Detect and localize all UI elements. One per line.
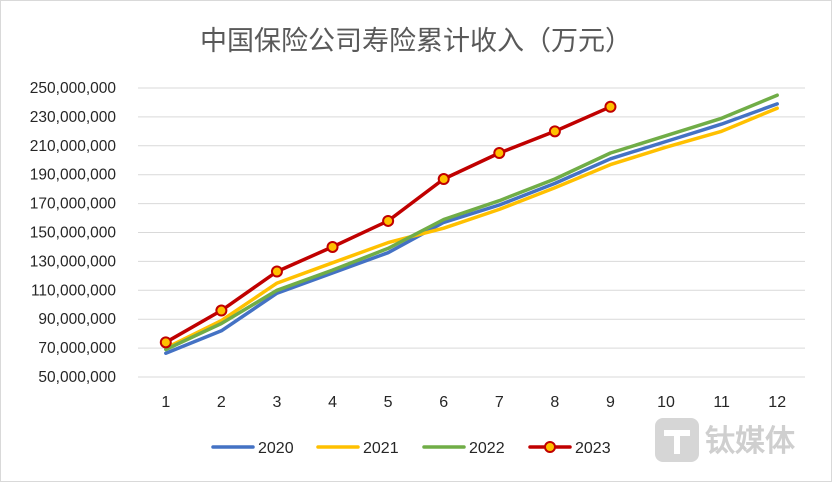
series-lines [159,93,779,355]
legend-item-2023: 2023 [528,440,611,457]
x-tick-label: 5 [384,394,393,411]
x-tick-label: 9 [606,394,615,411]
data-point-2023 [493,147,506,160]
x-tick-label: 2 [217,394,226,411]
x-tick-label: 4 [328,394,337,411]
y-tick-label: 190,000,000 [30,167,117,184]
series-2020 [164,102,779,355]
y-tick-label: 90,000,000 [38,311,116,328]
series-line-2021 [164,106,779,350]
y-tick-label: 50,000,000 [38,369,116,386]
y-tick-label: 110,000,000 [31,282,116,299]
data-point-2023 [548,125,561,138]
data-point-2023 [326,240,339,253]
x-tick-label: 6 [439,394,448,411]
y-tick-label: 170,000,000 [30,196,117,213]
data-point-2023 [270,265,283,278]
x-tick-label: 1 [161,394,170,411]
data-point-2023 [159,336,172,349]
legend-label: 2021 [363,440,399,457]
y-tick-label: 130,000,000 [30,253,117,270]
data-point-2023 [382,214,395,227]
series-line-2020 [164,102,779,355]
gridlines [138,87,805,378]
watermark: 钛媒体 [655,418,796,462]
series-line-2022 [164,93,779,352]
y-tick-label: 230,000,000 [30,109,117,126]
x-tick-label: 7 [495,394,504,411]
legend-item-2022: 2022 [422,440,505,457]
x-tick-label: 8 [550,394,559,411]
data-point-2023 [604,100,617,113]
legend-marker [544,441,556,453]
y-tick-label: 210,000,000 [30,138,117,155]
data-point-2023 [215,304,228,317]
series-2021 [164,106,779,350]
legend-label: 2020 [258,440,294,457]
y-tick-label: 150,000,000 [30,225,117,242]
chart-title: 中国保险公司寿险累计收入（万元） [200,26,632,57]
series-2022 [164,93,779,352]
watermark-logo-glyph [664,430,690,454]
legend-item-2021: 2021 [316,440,399,457]
legend-item-2020: 2020 [211,440,294,457]
y-tick-label: 70,000,000 [38,340,116,357]
legend-label: 2022 [469,440,505,457]
x-axis-ticks: 1 2 3 4 5 6 7 8 9 10 11 12 [161,394,786,411]
x-tick-label: 3 [273,394,282,411]
y-axis-ticks: 50,000,000 70,000,000 90,000,000 110,000,00… [30,80,117,386]
y-tick-label: 250,000,000 [30,80,117,97]
x-tick-label: 12 [768,394,786,411]
data-point-2023 [437,173,450,186]
x-tick-label: 10 [657,394,675,411]
watermark-text: 钛媒体 [705,424,796,459]
x-tick-label: 11 [713,394,730,411]
legend-label: 2023 [575,440,611,457]
legend: 2020 2021 2022 2023 [211,440,611,457]
series-2023 [159,100,617,349]
